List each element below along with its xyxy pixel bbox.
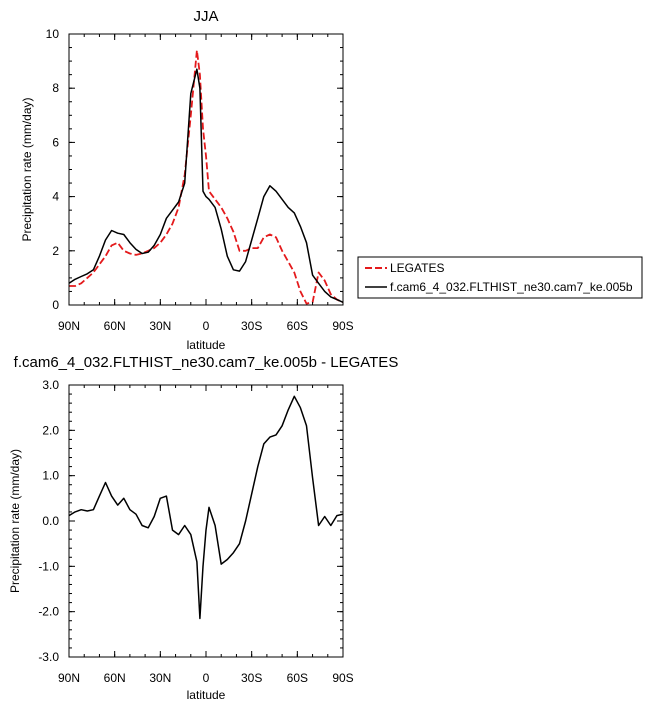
plot-frame xyxy=(68,384,344,658)
legend-label-model: f.cam6_4_032.FLTHIST_ne30.cam7_ke.005b xyxy=(390,280,633,294)
y-tick-label: 8 xyxy=(52,81,59,95)
x-tick-label: 90N xyxy=(58,319,80,333)
y-tick-label: 0 xyxy=(52,298,59,312)
x-tick-label: 90S xyxy=(332,319,353,333)
y-tick-label: 3.0 xyxy=(42,378,59,392)
x-tick-label: 0 xyxy=(203,319,210,333)
chart-title: f.cam6_4_032.FLTHIST_ne30.cam7_ke.005b -… xyxy=(14,354,399,371)
difference-panel: f.cam6_4_032.FLTHIST_ne30.cam7_ke.005b -… xyxy=(8,354,398,702)
x-tick-label: 90N xyxy=(58,671,80,685)
legend: LEGATES f.cam6_4_032.FLTHIST_ne30.cam7_k… xyxy=(357,256,643,299)
plot-frame xyxy=(68,33,344,306)
y-tick-label: -2.0 xyxy=(38,605,59,619)
y-tick-label: 0.0 xyxy=(42,514,59,528)
y-tick-label: 10 xyxy=(46,27,60,41)
x-axis-label: latitude xyxy=(187,338,226,352)
x-tick-label: 60S xyxy=(287,671,308,685)
y-tick-label: 1.0 xyxy=(42,469,59,483)
y-tick-label: 2 xyxy=(52,244,59,258)
x-tick-label: 90S xyxy=(332,671,353,685)
x-tick-label: 30S xyxy=(241,319,262,333)
legend-box xyxy=(357,256,643,299)
x-tick-label: 0 xyxy=(203,671,210,685)
y-tick-label: -3.0 xyxy=(38,650,59,664)
y-tick-label: 6 xyxy=(52,135,59,149)
x-tick-label: 30N xyxy=(149,671,171,685)
x-tick-label: 30S xyxy=(241,671,262,685)
y-axis-label: Precipitation rate (mm/day) xyxy=(8,449,22,593)
x-tick-label: 30N xyxy=(149,319,171,333)
chart-title: JJA xyxy=(193,8,218,25)
series-line-0 xyxy=(69,49,344,305)
x-axis-label: latitude xyxy=(187,688,226,702)
x-tick-label: 60S xyxy=(287,319,308,333)
y-tick-label: 2.0 xyxy=(42,423,59,437)
x-tick-label: 60N xyxy=(104,671,126,685)
y-tick-label: 4 xyxy=(52,190,59,204)
jja-panel: JJA 90N 60N 30N 0 30S 60S 90S 0 2 4 6 8 10 latitude… xyxy=(20,8,354,352)
y-tick-label: -1.0 xyxy=(38,559,59,573)
series-line-1 xyxy=(68,68,344,303)
legend-label-legates: LEGATES xyxy=(390,261,444,275)
x-tick-label: 60N xyxy=(104,319,126,333)
y-axis-label: Precipitation rate (mm/day) xyxy=(20,97,34,241)
series-line-0 xyxy=(68,395,344,620)
